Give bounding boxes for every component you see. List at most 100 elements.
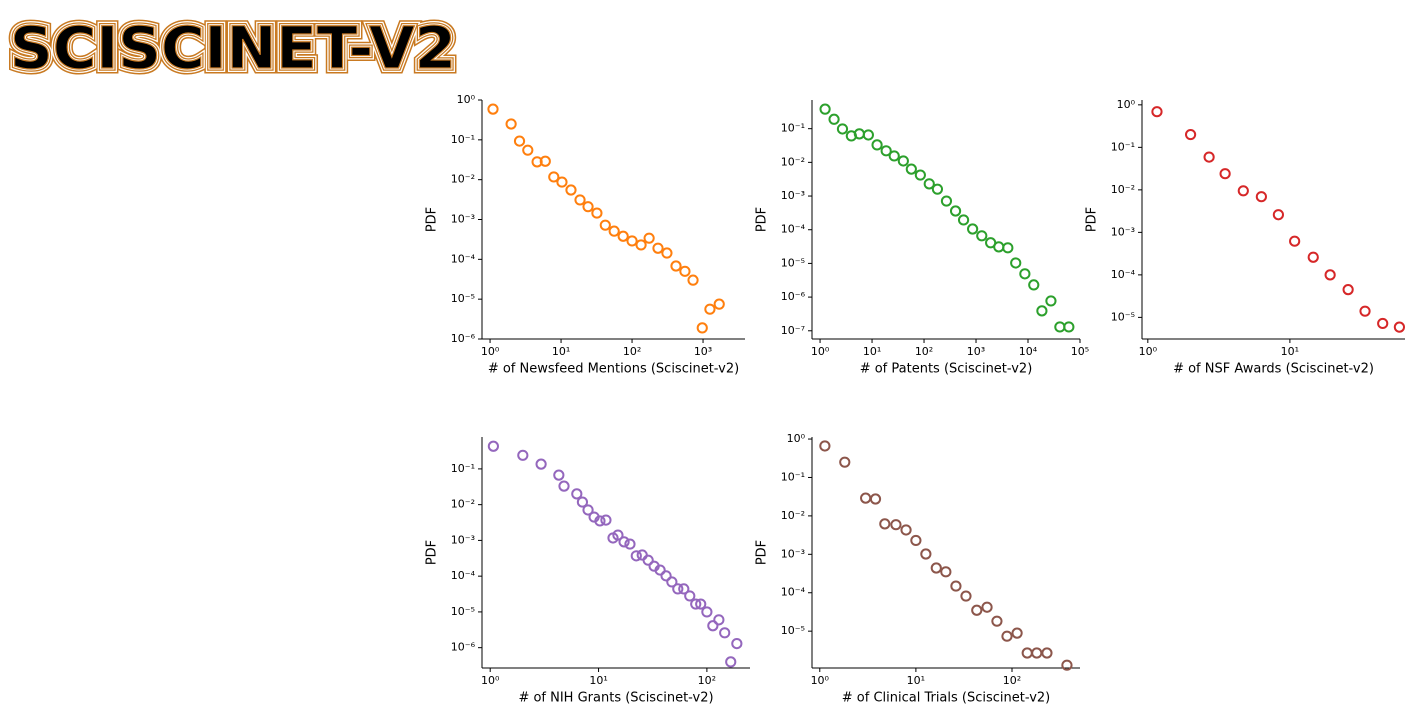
y-tick-label: 10⁻⁴ [451,569,476,582]
marker [860,492,872,504]
x-tick-label: 10⁰ [811,674,830,687]
marker [862,129,874,141]
y-tick-label: 10⁻⁵ [1111,310,1135,323]
marker [950,580,962,592]
marker [704,303,716,315]
marker [1002,242,1014,254]
marker [1237,185,1249,197]
marker [900,524,912,536]
marker [1021,647,1033,659]
y-tick-label: 10⁻⁵ [451,605,475,618]
marker [828,113,840,125]
y-tick-label: 10⁻⁴ [1111,268,1136,281]
marker [731,637,743,650]
y-tick-label: 10⁻⁶ [781,290,806,303]
marker [967,223,979,235]
chart: 10⁰ 10¹ 10² 10⁻⁶ 10⁻⁵ 10⁻⁴ 10⁻³ 10⁻² 10⁻¹ # of NI… [425,437,750,706]
marker [1054,321,1066,333]
marker [1061,659,1073,671]
marker [981,601,993,613]
x-axis-label: # of Clinical Trials (Sciscinet-v2) [842,691,1051,706]
marker [1031,647,1043,659]
y-tick-label: 10⁰ [1117,98,1136,111]
x-axis-label: # of Newsfeed Mentions (Sciscinet-v2) [488,362,739,377]
marker [1289,235,1301,247]
marker [608,225,620,237]
marker [1028,279,1040,291]
marker [871,139,883,151]
marker [957,214,970,226]
x-tick-label: 10² [698,674,716,687]
marker [1045,295,1057,307]
x-tick-label: 10⁰ [811,345,830,358]
marker [836,123,849,135]
y-tick-label: 10⁻¹ [781,122,805,135]
marker [654,564,666,576]
marker [487,440,499,452]
marker [1219,168,1231,180]
y-tick-label: 10⁻⁴ [781,223,806,236]
x-tick-label: 10¹ [1281,345,1299,358]
marker [1377,317,1389,330]
marker [684,590,696,602]
logo-text: SCISCINET-V2 [10,14,456,82]
marker [1010,257,1022,269]
y-tick-label: 10⁻² [451,173,475,186]
marker [558,480,570,492]
y-tick-label: 10⁻³ [451,213,475,226]
y-tick-label: 10⁻⁶ [451,641,476,654]
x-tick-label: 10⁰ [481,674,500,687]
marker [910,534,922,547]
marker [660,570,672,582]
x-tick-label: 10³ [967,345,985,358]
marker [1001,630,1013,642]
marker [971,604,983,616]
x-tick-label: 10⁵ [1071,345,1089,358]
marker [1324,269,1336,281]
chart: 10⁰ 10¹ 10⁻⁵ 10⁻⁴ 10⁻³ 10⁻² 10⁻¹ 10⁰ # of NSF Aw… [1085,98,1406,377]
y-tick-label: 10⁻² [451,498,475,511]
marker [914,169,926,181]
marker [707,620,719,632]
x-tick-label: 10³ [694,345,712,358]
marker [599,219,611,231]
marker [949,205,962,217]
marker [594,515,606,527]
y-tick-label: 10⁻² [1111,183,1135,196]
y-axis-label: PDF [755,540,770,565]
marker [960,590,972,602]
x-axis-label: # of NIH Grants (Sciscinet-v2) [518,691,713,706]
marker [513,135,526,147]
y-axis-label: PDF [755,207,770,232]
marker [666,576,678,588]
y-tick-label: 10⁻⁶ [451,332,476,345]
chart: 10⁰ 10¹ 10² 10³ 10⁴ 10⁵ 10⁻⁷ 10⁻⁶ 10⁻⁵ 10⁻⁴ 10⁻³ 10… [755,100,1089,377]
marker [930,562,942,574]
marker [539,155,551,167]
marker [618,536,630,548]
y-tick-label: 10⁻¹ [781,470,805,483]
marker [879,518,891,530]
y-tick-label: 10⁻⁵ [781,256,805,269]
marker [869,493,882,505]
marker [642,554,654,566]
x-axis-label: # of NSF Awards (Sciscinet-v2) [1173,362,1374,377]
marker [624,538,636,550]
marker [713,298,725,310]
x-tick-label: 10¹ [589,674,607,687]
y-tick-label: 10⁻³ [1111,225,1135,238]
marker [819,103,831,115]
y-tick-label: 10⁻⁷ [781,324,805,337]
marker [1036,305,1048,317]
marker [993,241,1005,253]
logo-text: SCISCINET-V2 [10,14,456,82]
y-tick-label: 10⁰ [787,432,806,445]
marker [690,598,702,610]
marker [1011,627,1023,639]
chart: 10⁰ 10¹ 10² 10³ 10⁻⁶ 10⁻⁵ 10⁻⁴ 10⁻³ 10⁻² 10⁻¹ 10⁰ #… [425,93,745,377]
marker [725,656,737,668]
y-axis-label: PDF [425,207,440,232]
marker [696,322,708,334]
marker [940,195,953,207]
